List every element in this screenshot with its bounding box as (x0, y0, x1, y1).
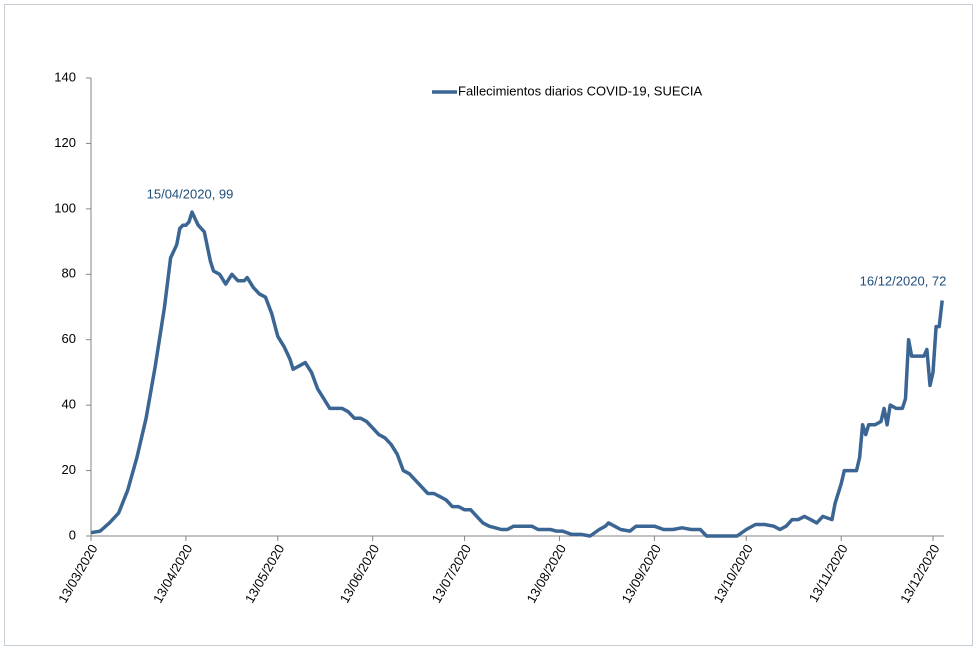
y-tick-label: 40 (62, 397, 76, 412)
x-tick-label: 13/07/2020 (429, 542, 475, 606)
x-tick-label: 13/06/2020 (337, 542, 383, 606)
series-line (90, 210, 944, 538)
y-tick-label: 0 (69, 527, 76, 542)
x-tick-label: 13/09/2020 (618, 542, 664, 606)
x-tick-label: 13/05/2020 (242, 542, 288, 606)
x-tick-label: 13/04/2020 (150, 542, 196, 606)
y-tick-label: 120 (54, 135, 76, 150)
y-tick-label: 140 (54, 69, 76, 84)
x-tick-label: 13/11/2020 (806, 542, 851, 605)
x-tick-label: 13/08/2020 (524, 542, 570, 606)
y-tick-label: 100 (54, 200, 76, 215)
y-tick-label: 60 (62, 331, 76, 346)
legend-label: Fallecimientos diarios COVID-19, SUECIA (458, 83, 703, 98)
x-tick-label: 13/10/2020 (710, 542, 756, 606)
chart-frame (4, 4, 973, 646)
y-tick-label: 20 (62, 462, 76, 477)
x-tick-label: 13/03/2020 (55, 542, 101, 606)
x-tick-label: 13/12/2020 (897, 542, 943, 606)
annotation: 16/12/2020, 72 (860, 273, 947, 288)
annotation: 15/04/2020, 99 (147, 186, 234, 201)
y-tick-label: 80 (62, 266, 76, 281)
